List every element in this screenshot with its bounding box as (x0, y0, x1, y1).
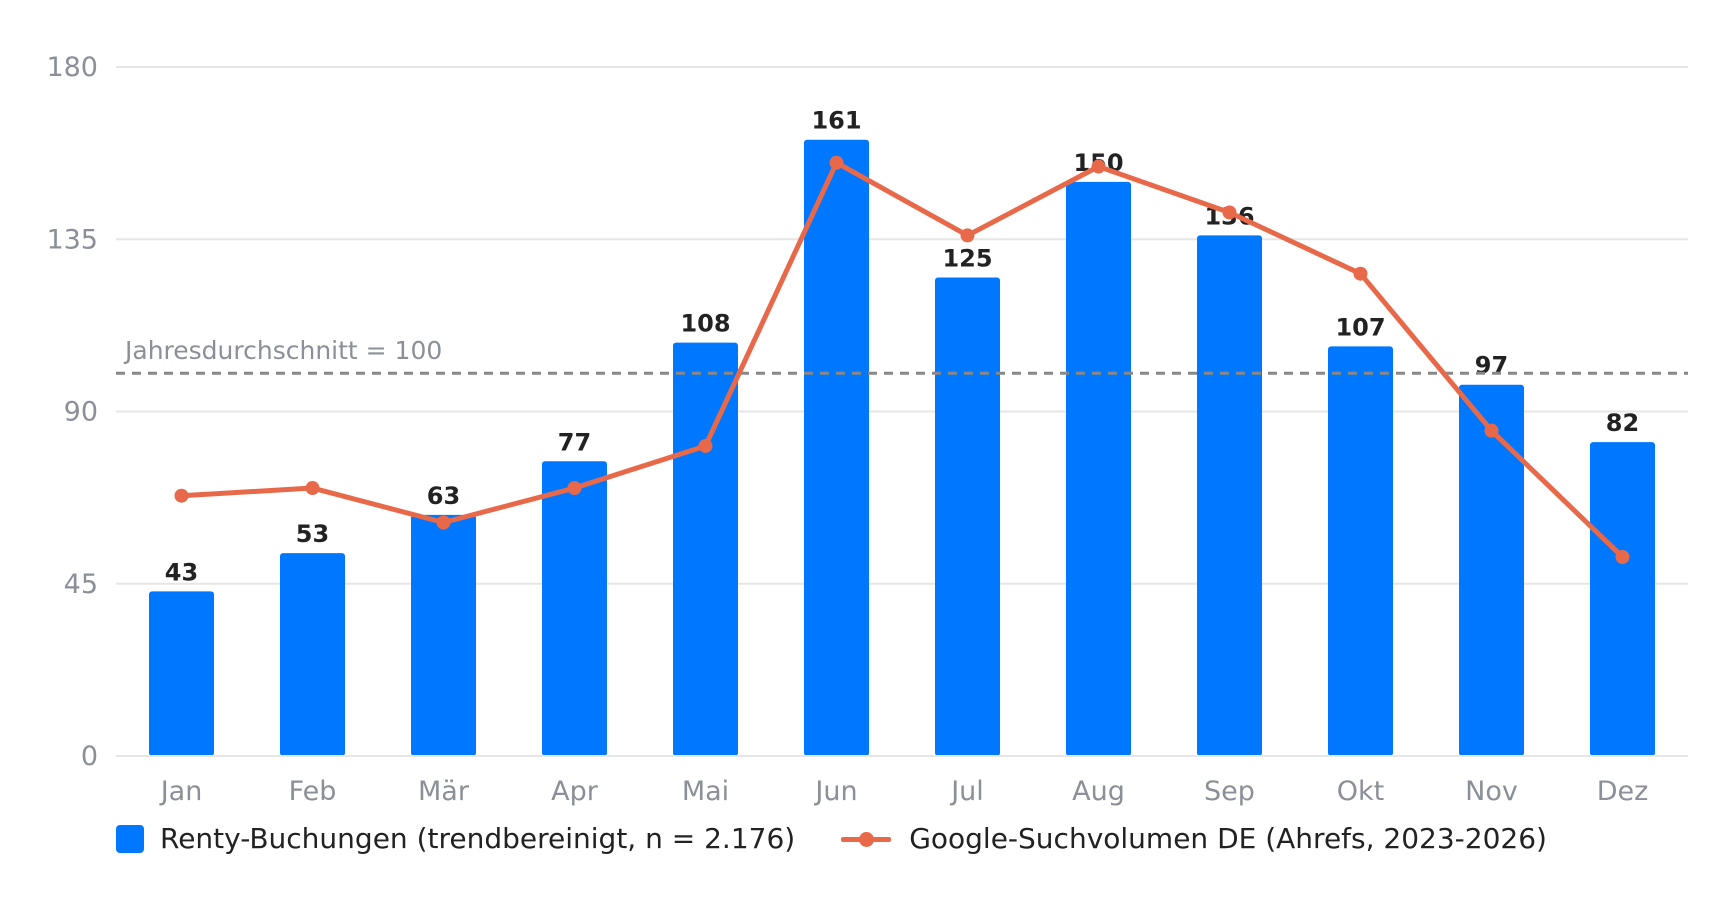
line-point (174, 488, 189, 503)
x-tick-label: Apr (551, 776, 599, 807)
bar-data-label: 43 (165, 558, 198, 586)
y-tick-label: 135 (46, 224, 98, 255)
line-point (1353, 266, 1368, 281)
line-point (1484, 423, 1499, 438)
series-line (179, 160, 1625, 560)
legend-item-bookings: Renty-Buchungen (trendbereinigt, n = 2.1… (116, 822, 795, 855)
y-tick-label: 45 (64, 569, 98, 600)
bar-data-label: 125 (942, 245, 992, 273)
bar (1590, 442, 1655, 756)
bar-data-label: 63 (427, 482, 460, 510)
line-point (567, 481, 582, 496)
legend-label-search-volume: Google-Suchvolumen DE (Ahrefs, 2023-2026… (909, 822, 1547, 855)
line-point (305, 481, 320, 496)
bar (1459, 384, 1524, 756)
x-tick-label: Nov (1465, 776, 1518, 807)
legend-bar-swatch (116, 824, 144, 853)
line-point (829, 155, 844, 170)
line-point (698, 438, 713, 453)
x-tick-label: Okt (1337, 776, 1384, 807)
bar (1328, 346, 1393, 756)
x-tick-label: Sep (1204, 776, 1255, 807)
x-axis-ticks: Jan Feb Mär Apr Mai Jun Jul Aug Sep Okt Nov Dez (116, 755, 1688, 807)
x-tick-label: Mär (418, 776, 470, 807)
gridlines (116, 66, 1688, 757)
bar (935, 277, 1000, 756)
reference-line-label: Jahresdurchschnitt = 100 (123, 336, 442, 365)
line-point (1091, 159, 1106, 174)
legend-label-bookings: Renty-Buchungen (trendbereinigt, n = 2.1… (160, 822, 796, 855)
bar-data-label: 53 (296, 520, 329, 548)
bar (1197, 235, 1262, 756)
line-point (960, 228, 975, 243)
legend-line-swatch (841, 825, 892, 853)
bar-series (149, 139, 1655, 757)
x-tick-label: Dez (1597, 776, 1649, 807)
x-tick-label: Feb (289, 776, 337, 807)
bar-data-label: 108 (680, 310, 730, 338)
reference-line-group: Jahresdurchschnitt = 100 (116, 336, 1688, 375)
x-tick-label: Aug (1072, 776, 1125, 807)
bar-data-labels: 435363771081611251501361079782 (165, 107, 1639, 587)
bar (804, 139, 869, 756)
bar (1066, 181, 1131, 757)
bar-data-label: 97 (1475, 352, 1508, 380)
line-point (1222, 205, 1237, 220)
bar-data-label: 77 (558, 428, 591, 456)
x-tick-label: Mai (682, 776, 729, 807)
bar (280, 553, 345, 756)
line-point (1615, 549, 1630, 564)
bar-data-label: 82 (1606, 409, 1639, 437)
y-tick-label: 180 (46, 52, 98, 83)
legend: Renty-Buchungen (trendbereinigt, n = 2.1… (116, 822, 1547, 855)
y-axis-ticks: 0 45 90 135 180 (46, 52, 98, 772)
line-series (174, 155, 1630, 564)
bar-data-label: 107 (1335, 313, 1385, 341)
x-tick-label: Jul (949, 776, 984, 807)
x-tick-label: Jun (813, 776, 857, 807)
line-point (436, 515, 451, 530)
bar-data-label: 161 (811, 107, 861, 135)
y-tick-label: 0 (81, 741, 98, 772)
bar (673, 342, 738, 756)
legend-item-search-volume: Google-Suchvolumen DE (Ahrefs, 2023-2026… (795, 822, 1547, 855)
x-tick-label: Jan (159, 776, 203, 807)
bar (149, 591, 214, 756)
bar (542, 461, 607, 756)
y-tick-label: 90 (64, 397, 98, 428)
bar (411, 514, 476, 756)
